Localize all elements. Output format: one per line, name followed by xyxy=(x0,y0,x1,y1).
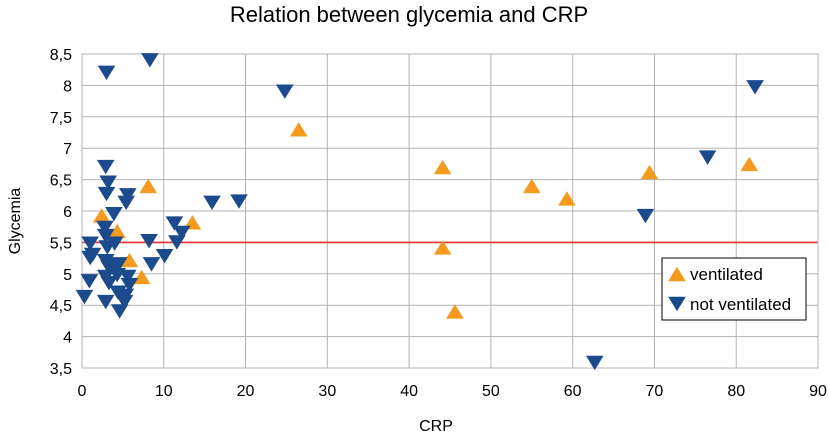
ventilated-point xyxy=(433,159,452,175)
y-tick-label: 6,5 xyxy=(50,173,72,190)
ventilated-point xyxy=(120,252,139,268)
not-ventilated-point xyxy=(96,220,114,236)
y-tick-label: 4 xyxy=(63,330,72,347)
x-tick-label: 40 xyxy=(400,383,418,400)
y-tick-label: 7,5 xyxy=(50,110,72,127)
not-ventilated-point xyxy=(80,274,99,289)
not-ventilated-point xyxy=(97,186,116,202)
not-ventilated-point xyxy=(165,216,184,231)
not-ventilated-point xyxy=(115,294,134,310)
not-ventilated-point xyxy=(142,257,161,272)
not-ventilated-point xyxy=(120,277,139,293)
not-ventilated-point xyxy=(75,289,94,305)
y-tick-label: 7 xyxy=(63,141,72,158)
legend: ventilated not ventilated xyxy=(661,257,807,321)
not-ventilated-point xyxy=(105,236,124,251)
not-ventilated-point xyxy=(116,288,135,303)
ventilated-point xyxy=(92,208,111,223)
grid-lines xyxy=(81,53,819,369)
not-ventilated-point xyxy=(99,175,117,190)
x-tick-label: 50 xyxy=(482,383,500,400)
not-ventilated-point xyxy=(110,257,128,272)
not-ventilated-point xyxy=(276,84,294,99)
x-tick-label: 90 xyxy=(809,383,827,400)
not-ventilated-point xyxy=(100,276,118,291)
not-ventilated-point xyxy=(96,294,115,310)
ventilated-point xyxy=(558,191,576,206)
x-tick-label: 80 xyxy=(727,383,745,400)
not-ventilated-point xyxy=(230,194,248,209)
not-ventilated-point xyxy=(172,225,191,241)
y-tick-label: 8,5 xyxy=(50,47,72,64)
ventilated-point xyxy=(289,122,308,137)
not-ventilated-point xyxy=(141,53,159,68)
plot-border xyxy=(81,53,819,369)
legend-label-ventilated: ventilated xyxy=(690,265,763,284)
not-ventilated-point xyxy=(96,159,115,175)
chart-title: Relation between glycemia and CRP xyxy=(230,2,588,27)
not-ventilated-point xyxy=(97,65,116,81)
not-ventilated-point xyxy=(96,228,115,244)
legend-marker-ventilated xyxy=(668,266,686,282)
not-ventilated-point xyxy=(105,206,123,222)
y-tick-label: 8 xyxy=(63,78,72,95)
legend-box xyxy=(661,257,807,321)
ventilated-point xyxy=(433,240,452,255)
data-points xyxy=(75,53,764,371)
tick-labels: 3,5 4 4,5 5 5,5 6 6,5 7 7,5 8 8,5 0 10 20 30 40 50 60 70 80… xyxy=(50,47,827,400)
not-ventilated-point xyxy=(636,208,655,224)
y-tick-label: 5,5 xyxy=(50,235,72,252)
y-tick-label: 5 xyxy=(63,267,72,284)
not-ventilated-point xyxy=(746,80,764,95)
x-tick-label: 0 xyxy=(78,383,87,400)
not-ventilated-point xyxy=(203,195,221,211)
x-tick-label: 30 xyxy=(318,383,336,400)
y-tick-label: 6 xyxy=(63,204,72,221)
not-ventilated-point xyxy=(117,195,135,211)
ventilated-point xyxy=(139,178,158,194)
ventilated-point xyxy=(640,164,659,180)
x-tick-label: 10 xyxy=(155,383,173,400)
legend-marker-not-ventilated xyxy=(668,296,686,312)
ventilated-point xyxy=(740,156,759,172)
not-ventilated-point xyxy=(155,249,174,264)
x-axis-title: CRP xyxy=(419,418,453,435)
y-tick-label: 4,5 xyxy=(50,298,72,315)
ventilated-point xyxy=(446,304,464,319)
not-ventilated-point xyxy=(83,247,102,263)
ventilated-point xyxy=(132,269,151,285)
not-ventilated-point xyxy=(118,269,137,285)
x-tick-label: 60 xyxy=(564,383,582,400)
x-tick-label: 20 xyxy=(237,383,255,400)
not-ventilated-point xyxy=(698,150,717,165)
legend-label-not-ventilated: not ventilated xyxy=(690,295,791,314)
ventilated-point xyxy=(522,178,541,194)
not-ventilated-point xyxy=(118,188,137,203)
ventilated-point xyxy=(108,223,126,239)
y-tick-label: 3,5 xyxy=(50,361,72,378)
x-tick-label: 70 xyxy=(646,383,664,400)
not-ventilated-point xyxy=(81,236,99,251)
not-ventilated-point xyxy=(140,233,158,249)
y-axis-title: Glycemia xyxy=(7,188,24,255)
not-ventilated-point xyxy=(585,355,604,371)
axes xyxy=(81,53,819,369)
